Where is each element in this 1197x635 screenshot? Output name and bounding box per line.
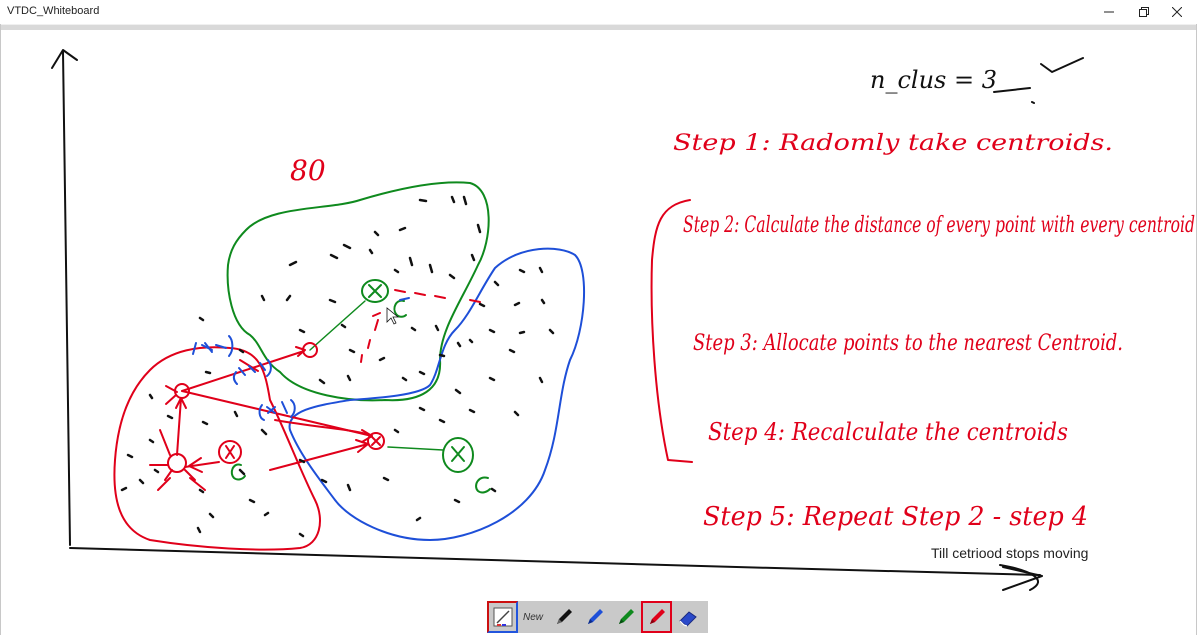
step5-note: Step 5: Repeat Step 2 - step 4	[703, 502, 1088, 532]
axes-drawing	[51, 49, 1043, 591]
n-clusters-note: n_clus = 3	[870, 66, 997, 94]
new-page-button[interactable]: New	[522, 611, 543, 623]
green-pen-button[interactable]	[610, 601, 641, 633]
minimize-button[interactable]	[1092, 0, 1126, 24]
close-icon	[1172, 7, 1182, 17]
pen-toolbar: New	[487, 601, 708, 633]
blue-cluster-outline	[288, 247, 585, 541]
black-pen-button[interactable]	[548, 601, 579, 633]
canvas-top-border	[0, 25, 1197, 30]
color-palette-button[interactable]	[487, 601, 518, 633]
close-button[interactable]	[1160, 0, 1194, 24]
blue-pen-icon	[587, 609, 603, 624]
restore-icon	[1139, 7, 1149, 17]
count-note: 80	[290, 154, 326, 187]
typed-note: Till cetriood stops moving	[931, 545, 1089, 561]
red-pen-button[interactable]	[641, 601, 672, 633]
green-cluster-outline	[226, 181, 490, 402]
eraser-icon	[678, 611, 697, 627]
black-pen-icon	[556, 609, 572, 624]
green-centroid-right	[442, 437, 474, 473]
step3-note: Step 3: Allocate points to the nearest C…	[693, 331, 1123, 356]
red-centroid-d	[218, 440, 242, 464]
palette-icon	[493, 607, 512, 627]
blue-pen-button[interactable]	[579, 601, 610, 633]
mouse-cursor-icon	[386, 307, 400, 325]
green-pen-icon	[618, 609, 634, 624]
green-centroid	[361, 279, 389, 303]
red-cluster-outline	[113, 346, 321, 551]
red-centroid-c	[167, 453, 187, 473]
maximize-button[interactable]	[1127, 0, 1161, 24]
minimize-icon	[1104, 11, 1114, 13]
window-title: VTDC_Whiteboard	[7, 5, 100, 17]
red-pen-icon	[649, 609, 665, 624]
step2-note: Step 2: Calculate the distance of every …	[683, 213, 1195, 238]
step1-note: Step 1: Radomly take centroids.	[673, 131, 1113, 156]
step4-note: Step 4: Recalculate the centroids	[708, 418, 1068, 446]
title-bar: VTDC_Whiteboard	[0, 0, 1197, 25]
handwritten-notes: n_clus = 3 80 Step 1: Radomly take centr…	[290, 66, 1195, 532]
red-centroid-e	[367, 432, 385, 450]
steps-bracket	[650, 199, 693, 463]
eraser-button[interactable]	[672, 601, 703, 633]
